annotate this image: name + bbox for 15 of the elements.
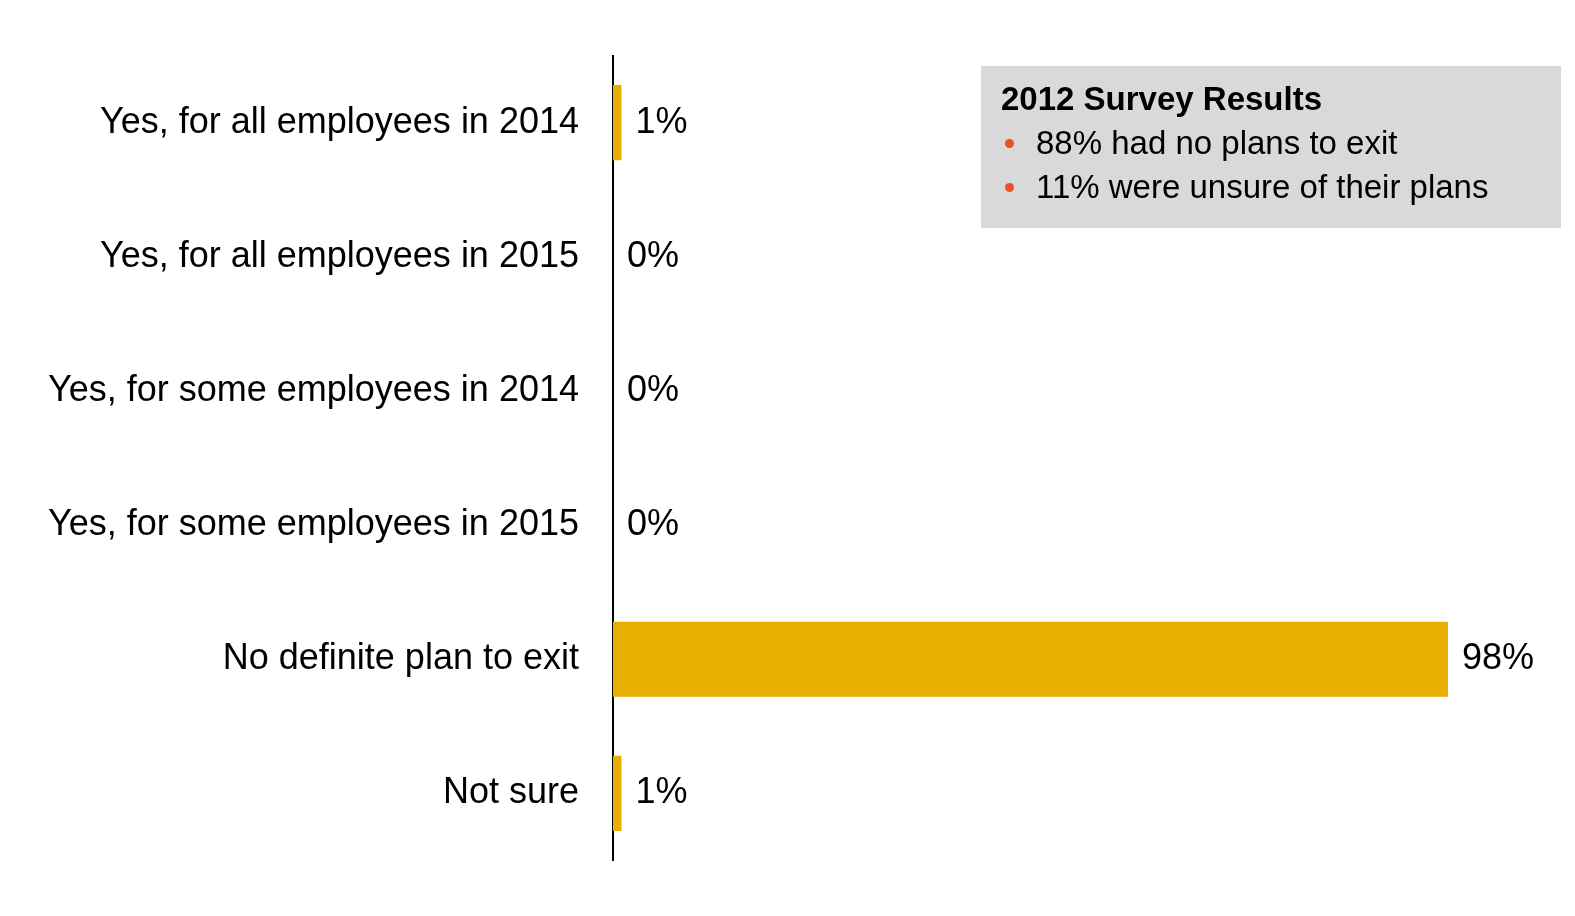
- y-tick-label: No definite plan to exit: [222, 636, 579, 678]
- y-tick-label: Yes, for all employees in 2015: [100, 233, 579, 275]
- annotation: 2012 Survey Results: [1001, 80, 1324, 118]
- data-label: 1%: [635, 770, 688, 812]
- data-label: 1%: [635, 99, 688, 141]
- y-tick-label: Yes, for all employees in 2014: [100, 99, 579, 141]
- data-label: 0%: [626, 233, 680, 275]
- data-label: 98%: [1461, 636, 1535, 678]
- y-tick-label: Not sure: [442, 770, 579, 812]
- annotation: 88% had no plans to exit: [1036, 124, 1398, 162]
- annotation: 11% were unsure of their plans: [1036, 168, 1489, 206]
- data-label: 0%: [626, 501, 680, 543]
- data-label: 0%: [626, 367, 680, 409]
- y-tick-label: Yes, for some employees in 2014: [48, 367, 579, 409]
- y-tick-label: Yes, for some employees in 2015: [48, 501, 579, 543]
